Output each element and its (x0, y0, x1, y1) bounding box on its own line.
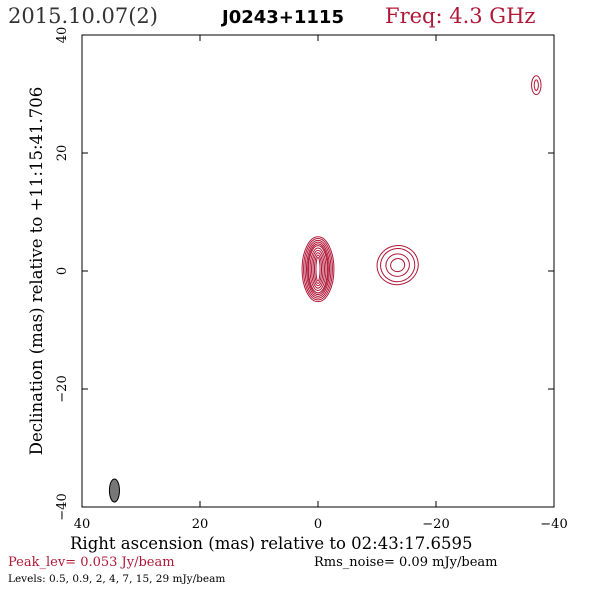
contour-line (376, 245, 419, 286)
source-name: J0243+1115 (220, 7, 344, 28)
component-core (301, 236, 335, 303)
x-tick-label: 0 (314, 517, 322, 532)
frequency-label: Freq: 4.3 GHz (385, 4, 535, 28)
x-tick-label: 20 (192, 517, 209, 532)
contour-line (308, 245, 328, 294)
contour-set (301, 75, 542, 303)
y-tick-labels: −40 −20 0 20 40 (55, 27, 70, 521)
beam-ellipse-group (108, 478, 120, 503)
x-tick-labels: 40 20 0 −20 −40 (74, 517, 568, 532)
contour-line (311, 249, 325, 289)
contour-line (301, 236, 335, 303)
contour-line (305, 241, 331, 297)
y-tick-label: −20 (55, 375, 70, 402)
contour-line (303, 238, 333, 301)
contour-levels: Levels: 0.5, 0.9, 2, 4, 7, 15, 29 mJy/be… (8, 573, 225, 585)
x-axis-label: Right ascension (mas) relative to 02:43:… (70, 534, 472, 553)
observation-date: 2015.10.07(2) (8, 4, 158, 28)
contour-line (304, 239, 332, 299)
contour-line (390, 258, 406, 273)
contour-line (313, 254, 323, 284)
component-jet-knot (376, 245, 419, 286)
contour-line (312, 252, 324, 287)
contour-line (315, 256, 321, 282)
y-tick-label: 20 (55, 145, 70, 162)
y-tick-label: 0 (55, 267, 70, 275)
contour-line (307, 243, 329, 296)
contour-line (533, 79, 539, 91)
contour-line (380, 248, 416, 283)
component-far-feature (531, 75, 542, 96)
axis-ticks (81, 34, 555, 508)
plot-frame (81, 34, 555, 508)
y-tick-label: 40 (55, 27, 70, 44)
y-tick-label: −40 (55, 493, 70, 520)
peak-level: Peak_lev= 0.053 Jy/beam (8, 555, 175, 570)
contour-line (309, 247, 327, 291)
y-axis-label: Declination (mas) relative to +11:15:41.… (27, 87, 46, 456)
x-tick-label: 40 (74, 517, 91, 532)
x-tick-label: −20 (422, 517, 449, 532)
beam-ellipse (108, 478, 120, 503)
contour-line (385, 253, 410, 277)
contour-line (531, 75, 542, 96)
rms-noise: Rms_noise= 0.09 mJy/beam (314, 555, 497, 570)
x-tick-label: −40 (540, 517, 567, 532)
